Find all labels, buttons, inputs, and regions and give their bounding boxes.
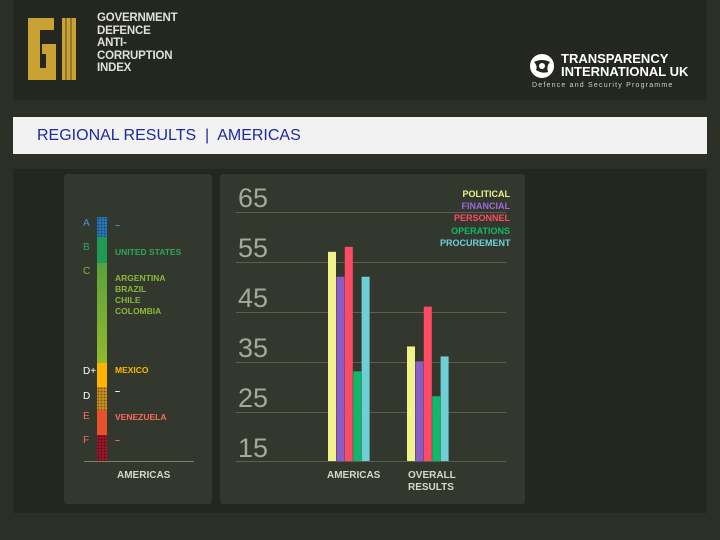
ti-name-line-2: INTERNATIONAL UK [561,64,689,79]
grade-card [64,174,212,504]
page-title: REGIONAL RESULTS | AMERICAS [37,127,301,144]
gi-logo [28,18,76,80]
gridline-55 [236,262,506,263]
ytick-65: 65 [238,183,269,213]
band-b-bar [97,237,107,263]
grade-b: B [83,242,90,253]
xlabel-overall-results: OVERALL RESULTS [408,470,456,493]
country-chile: CHILE [115,295,141,305]
gi-logo-text: GOVERNMENT DEFENCE ANTI- CORRUPTION INDE… [97,12,178,75]
ytick-15: 15 [238,433,269,463]
header-bar [13,0,707,100]
grade-d: D [83,391,91,402]
gridline-25 [236,412,506,413]
band-d-bar [97,387,107,410]
band-f-empty: – [115,435,121,445]
left-baseline [84,461,194,462]
gridline-35 [236,362,506,363]
legend-operations: OPERATIONS [451,226,510,236]
ytick-55: 55 [238,233,269,263]
band-c-bar [97,263,107,363]
band-d-empty: – [115,386,121,396]
country-argentina: ARGENTINA [115,273,166,283]
band-a-empty: – [115,220,121,230]
country-united-states: UNITED STATES [115,247,182,257]
ti-tagline: Defence and Security Programme [532,82,674,89]
grade-f: F [83,435,90,446]
ti-name: TRANSPARENCY INTERNATIONAL UK [561,52,688,78]
logo-line-1: GOVERNMENT [97,12,178,24]
band-f-bar [97,435,107,461]
legend-procurement: PROCUREMENT [440,238,511,248]
grade-d-plus: D+ [83,366,97,377]
logo-line-2: DEFENCE [97,24,151,37]
band-a-bar [97,217,107,237]
legend-personnel: PERSONNEL [453,213,510,223]
gridline-15 [236,461,506,462]
ytick-45: 45 [238,283,269,313]
grade-a: A [83,218,90,229]
legend-financial: FINANCIAL [461,201,511,211]
country-mexico: MEXICO [115,365,149,375]
grade-c: C [83,266,91,277]
country-colombia: COLOMBIA [115,306,162,316]
gridline-45 [236,312,506,313]
globe-icon [530,54,554,78]
legend-political: POLITICAL [462,189,511,199]
logo-line-3: ANTI- [97,37,127,49]
ti-name-line-1: TRANSPARENCY [561,51,669,66]
ytick-35: 35 [238,333,269,363]
band-d-plus-bar [97,363,107,387]
gridline-65 [236,212,506,213]
band-e-bar [97,410,107,435]
country-venezuela: VENEZUELA [115,412,167,422]
ytick-25: 25 [238,383,269,413]
title-bar: REGIONAL RESULTS | AMERICAS [13,117,707,154]
left-axis-label: AMERICAS [117,470,171,481]
xlabel-americas: AMERICAS [327,470,381,481]
grade-e: E [83,411,90,422]
logo-line-5: INDEX [97,62,132,74]
chart-card [220,174,525,504]
logo-line-4: CORRUPTION [97,49,173,62]
country-brazil: BRAZIL [115,284,147,294]
